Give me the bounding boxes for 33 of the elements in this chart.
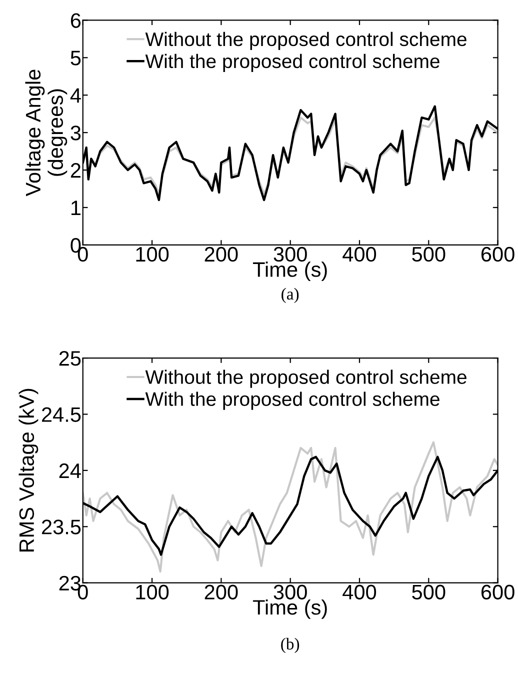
x-tick-label: 600	[481, 584, 514, 600]
legend-label: With the proposed control scheme	[145, 54, 440, 72]
x-tick-label: 200	[204, 246, 238, 262]
legend-label: With the proposed control scheme	[145, 392, 440, 410]
y-tick-label: 3	[70, 126, 81, 140]
y-tick-label: 6	[70, 13, 81, 28]
x-tick-label: 400	[342, 584, 376, 600]
y-tick-label: 1	[71, 200, 80, 216]
y-tick-label: 4	[70, 88, 81, 103]
y-tick-label: 23.5	[42, 520, 81, 534]
y-tick-label: 24	[59, 463, 81, 478]
x-tick-label: 600	[481, 246, 514, 262]
x-axis-title: Time (s)	[253, 599, 327, 619]
x-tick-label: 300	[274, 584, 307, 600]
text: (b)	[281, 638, 300, 653]
x-tick-label: 300	[274, 246, 307, 262]
text: (a)	[282, 288, 299, 304]
x-tick-label: 500	[412, 246, 446, 262]
x-tick-label: 400	[342, 246, 376, 262]
y-axis-title: RMS Voltage (kV)	[18, 388, 38, 552]
y-axis-title: Voltage Angle (degrees)	[25, 70, 68, 196]
legend-label: Without the proposed control scheme	[145, 32, 466, 50]
y-tick-label: 24.5	[42, 407, 81, 422]
x-axis-title: Time (s)	[253, 262, 327, 282]
x-tick-label: 500	[412, 584, 446, 600]
y-tick-label: 2	[70, 163, 80, 178]
x-tick-label: 100	[136, 246, 169, 262]
y-tick-label: 25	[59, 351, 81, 366]
y-tick-label: 5	[70, 50, 81, 66]
legend-label: Without the proposed control scheme	[145, 370, 466, 388]
x-tick-label: 100	[136, 584, 169, 600]
x-tick-label: 200	[204, 584, 238, 600]
line-series	[82, 441, 498, 573]
